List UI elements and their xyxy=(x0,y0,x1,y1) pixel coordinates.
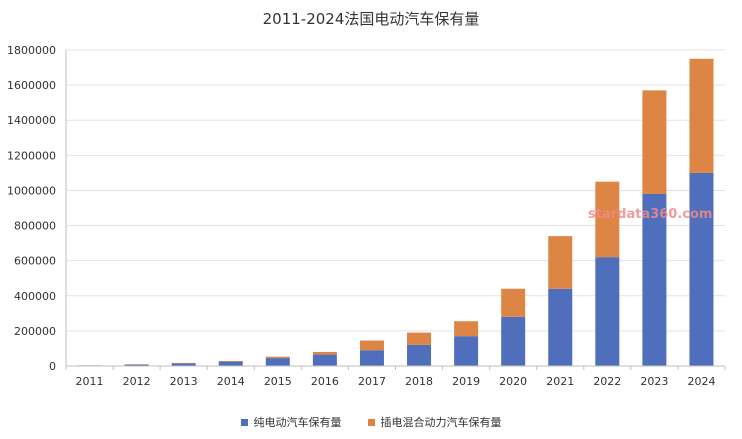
bar-bev-2024[interactable] xyxy=(689,172,714,366)
y-tick-label: 1800000 xyxy=(7,44,56,57)
legend-label-bev: 纯电动汽车保有量 xyxy=(253,416,342,429)
legend-swatch-phev xyxy=(367,418,375,426)
bar-bev-2020[interactable] xyxy=(501,316,526,366)
y-tick-label: 1400000 xyxy=(7,114,56,127)
y-tick-label: 1000000 xyxy=(7,184,56,197)
bar-phev-2014[interactable] xyxy=(218,360,243,362)
y-tick-label: 600000 xyxy=(14,255,56,268)
axes xyxy=(65,50,726,370)
x-tick-label: 2020 xyxy=(499,375,527,388)
bar-phev-2023[interactable] xyxy=(642,90,667,194)
legend-label-phev: 插电混合动力汽车保有量 xyxy=(380,416,502,429)
bar-phev-2019[interactable] xyxy=(454,321,479,337)
x-tick-label: 2017 xyxy=(358,375,386,388)
legend-swatch-bev xyxy=(240,418,248,426)
y-tick-label: 0 xyxy=(49,360,56,373)
bar-phev-2016[interactable] xyxy=(312,351,337,355)
y-tick-label: 1600000 xyxy=(7,79,56,92)
y-tick-label: 400000 xyxy=(14,290,56,303)
x-tick-label: 2015 xyxy=(264,375,292,388)
chart-title: 2011-2024法国电动汽车保有量 xyxy=(262,10,480,28)
y-tick-label: 1200000 xyxy=(7,149,56,162)
x-tick-label: 2014 xyxy=(217,375,245,388)
grid-lines xyxy=(66,49,725,332)
bar-phev-2020[interactable] xyxy=(501,288,526,317)
bar-phev-2015[interactable] xyxy=(265,356,290,359)
bar-bev-2013[interactable] xyxy=(171,363,196,366)
x-tick-label: 2022 xyxy=(593,375,621,388)
bar-phev-2021[interactable] xyxy=(548,236,573,289)
x-tick-label: 2011 xyxy=(76,375,104,388)
x-tick-label: 2023 xyxy=(640,375,668,388)
bar-bev-2012[interactable] xyxy=(124,364,149,366)
x-tick-label: 2018 xyxy=(405,375,433,388)
legend-item-phev[interactable]: 插电混合动力汽车保有量 xyxy=(367,414,502,430)
bar-bev-2022[interactable] xyxy=(595,257,620,366)
bar-bev-2019[interactable] xyxy=(454,336,479,366)
bar-bev-2023[interactable] xyxy=(642,193,667,366)
x-tick-label: 2021 xyxy=(546,375,574,388)
x-tick-label: 2013 xyxy=(170,375,198,388)
bar-bev-2016[interactable] xyxy=(312,354,337,366)
bar-bev-2014[interactable] xyxy=(218,361,243,366)
x-tick-labels: 2011 2012 2013 2014 2015 2016 2017 2018 2019 2020… xyxy=(76,375,716,388)
x-tick-label: 2016 xyxy=(311,375,339,388)
y-tick-labels: 0 200000 400000 600000 800000 1000000 1200000 1… xyxy=(7,44,56,373)
y-tick-label: 200000 xyxy=(14,325,56,338)
x-tick-label: 2012 xyxy=(123,375,151,388)
bar-phev-2022[interactable] xyxy=(595,181,620,258)
bar-phev-2017[interactable] xyxy=(359,340,384,351)
legend-item-bev[interactable]: 纯电动汽车保有量 xyxy=(240,414,342,430)
watermark: stardata360.com xyxy=(588,207,712,222)
bar-bev-2017[interactable] xyxy=(359,350,384,366)
bars xyxy=(77,58,714,366)
y-tick-label: 800000 xyxy=(14,220,56,233)
bar-bev-2015[interactable] xyxy=(265,358,290,366)
x-tick-label: 2024 xyxy=(687,375,715,388)
bar-phev-2024[interactable] xyxy=(689,58,714,173)
legend: 纯电动汽车保有量 插电混合动力汽车保有量 xyxy=(0,414,742,430)
bar-bev-2018[interactable] xyxy=(407,344,432,366)
bar-bev-2021[interactable] xyxy=(548,288,573,366)
bar-phev-2018[interactable] xyxy=(407,332,432,345)
x-tick-label: 2019 xyxy=(452,375,480,388)
